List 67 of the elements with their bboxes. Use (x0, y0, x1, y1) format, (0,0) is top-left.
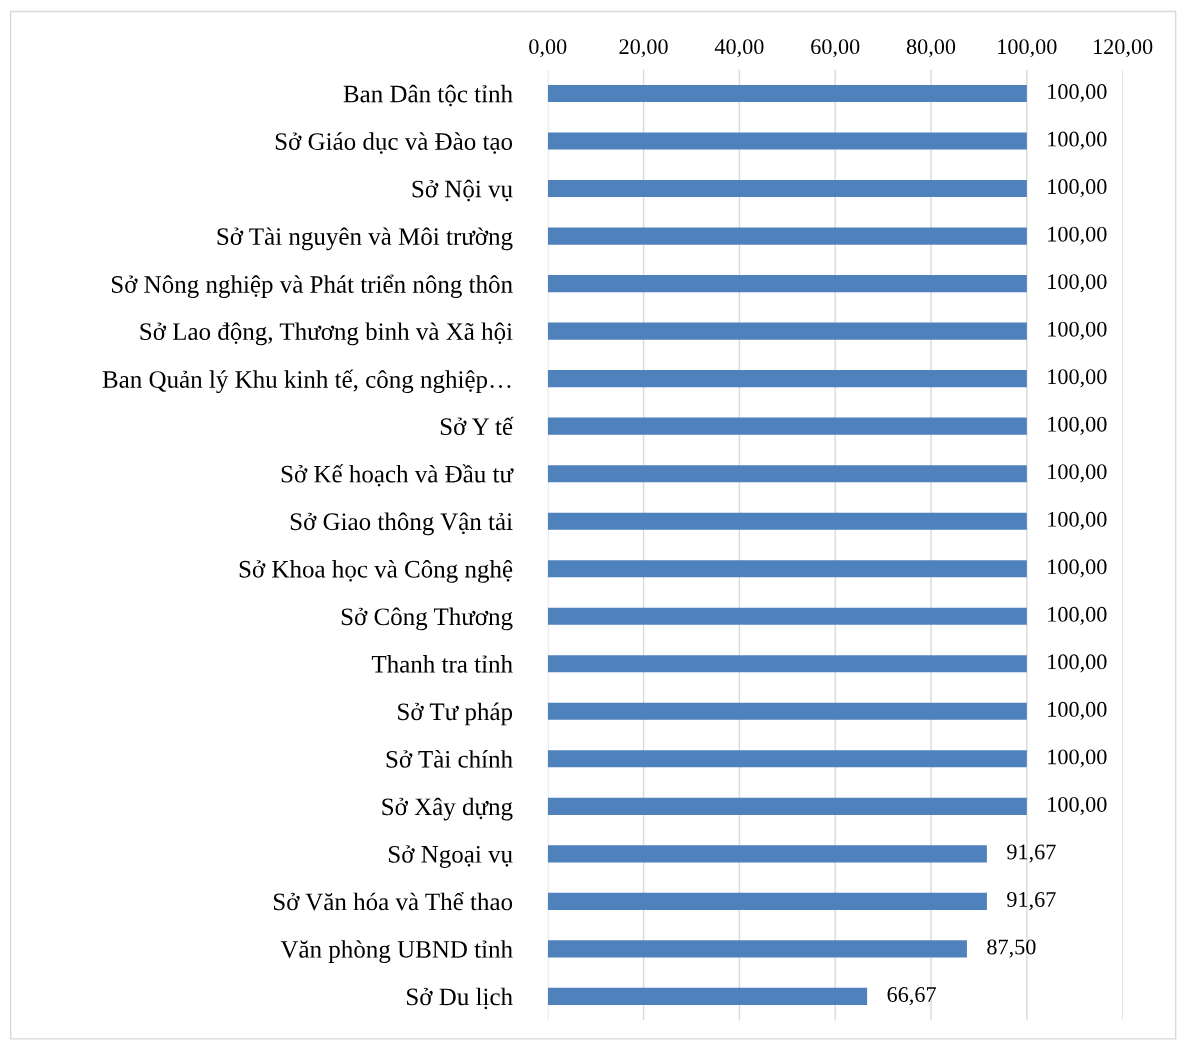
bar (547, 275, 1027, 293)
y-tick-label: Sở Tài chính (386, 750, 513, 768)
y-tick-label: Sở Công Thương (341, 607, 513, 631)
x-tick-label: 0,00 (529, 39, 567, 58)
data-label: 100,00 (1048, 84, 1107, 103)
bar (547, 370, 1027, 388)
bar (547, 84, 1027, 103)
x-tick-label: 60,00 (811, 39, 860, 58)
x-tick-label: 40,00 (714, 39, 764, 58)
y-tick-label: Sở Ngoại vụ (389, 845, 513, 868)
y-tick-label: Sở Kế hoạch và Đầu tư (281, 464, 514, 487)
data-label: 100,00 (1048, 179, 1107, 198)
bar (547, 607, 1027, 625)
bar (547, 750, 1027, 768)
y-tick-label: Sở Tư pháp (398, 702, 513, 726)
y-tick-label: Sở Lao động, Thương binh và Xã hội (140, 322, 513, 346)
data-label: 100,00 (1048, 369, 1107, 388)
y-tick-label: Sở Nông nghiệp và Phát triển nông thôn (111, 274, 513, 299)
data-label: 91,67 (1007, 892, 1056, 911)
bar (547, 845, 987, 863)
data-label: 100,00 (1048, 464, 1107, 483)
bar (547, 180, 1027, 198)
y-tick-label: Sở Nội vụ (412, 179, 513, 202)
y-tick-label: Ban Dân tộc tỉnh (343, 84, 513, 107)
bar (547, 322, 1027, 340)
bar (547, 227, 1027, 245)
bar (547, 892, 987, 910)
data-label: 100,00 (1048, 226, 1107, 245)
data-label: 100,00 (1048, 274, 1107, 293)
bar (547, 512, 1027, 530)
data-label: 100,00 (1048, 749, 1107, 768)
y-tick-label: Sở Giao thông Vận tải (290, 512, 513, 536)
bar (547, 797, 1027, 815)
x-tick-label: 80,00 (906, 39, 956, 58)
y-tick-label: Thanh tra tỉnh (371, 655, 513, 673)
data-label: 100,00 (1048, 321, 1107, 340)
data-label: 87,50 (987, 939, 1036, 958)
data-label: 100,00 (1048, 511, 1107, 530)
y-tick-label: Văn phòng UBND tỉnh (280, 940, 513, 963)
bar (547, 465, 1027, 483)
bar (547, 987, 868, 1005)
data-label: 100,00 (1048, 701, 1107, 721)
y-tick-label: Ban Quản lý Khu kinh tế, công nghiệp… (102, 369, 511, 394)
data-label: 100,00 (1048, 131, 1107, 150)
y-tick-label: Sở Giáo dục và Đào tạo (275, 132, 513, 154)
bar (547, 417, 1027, 435)
y-tick-label: Sở Tài nguyên và Môi trường (217, 227, 513, 251)
data-label: 91,67 (1007, 844, 1056, 863)
y-tick-label: Sở Xây dựng (382, 797, 513, 821)
y-tick-label: Sở Khoa học và Công nghệ (239, 560, 513, 583)
data-label: 66,67 (887, 987, 936, 1006)
bar (547, 940, 967, 958)
x-tick-label: 20,00 (619, 39, 668, 58)
bar (547, 655, 1027, 673)
y-tick-label: Sở Văn hóa và Thể thao (273, 891, 513, 911)
data-label: 100,00 (1048, 416, 1107, 435)
data-label: 100,00 (1048, 559, 1107, 578)
y-tick-label: Sở Y tế (440, 416, 514, 436)
data-label: 100,00 (1048, 606, 1107, 626)
y-tick-label: Sở Du lịch (407, 987, 513, 1010)
data-label: 100,00 (1048, 654, 1107, 673)
bar (547, 132, 1027, 150)
bar (547, 560, 1027, 578)
x-tick-label: 120,00 (1094, 39, 1153, 58)
x-tick-label: 100,00 (998, 39, 1057, 58)
data-label: 100,00 (1048, 796, 1107, 816)
bar (547, 702, 1027, 720)
